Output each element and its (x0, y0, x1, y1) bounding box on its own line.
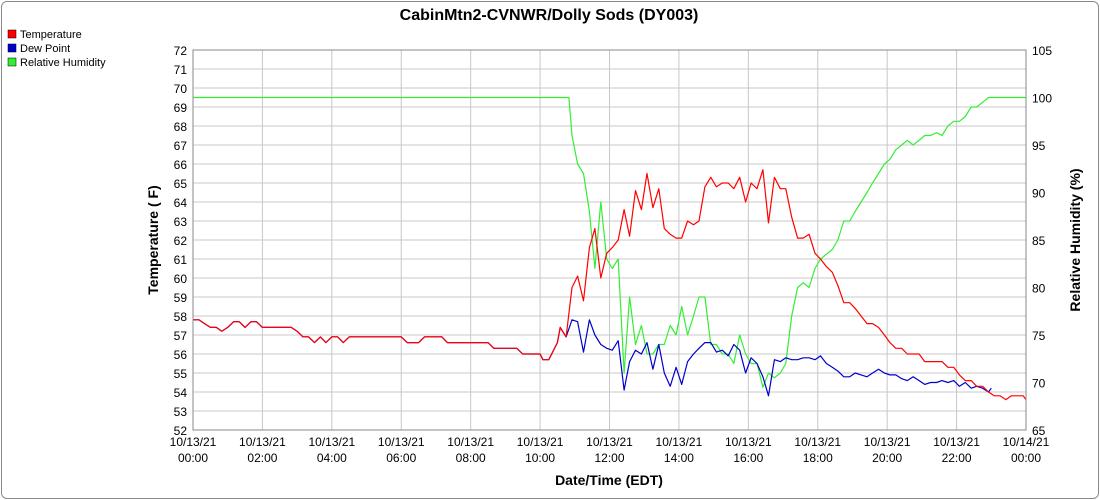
x-tick-time-6: 12:00 (594, 451, 624, 465)
y-tick-label-6: 58 (174, 310, 188, 324)
x-tick-time-4: 08:00 (456, 451, 486, 465)
y-tick-label-9: 61 (174, 253, 188, 267)
x-tick-time-3: 06:00 (386, 451, 416, 465)
x-tick-time-12: 00:00 (1011, 451, 1041, 465)
y-tick-label-15: 67 (174, 139, 188, 153)
legend: Temperature Dew Point Relative Humidity (7, 29, 106, 69)
x-tick-date-10: 10/13/21 (864, 435, 911, 449)
x-tick-date-6: 10/13/21 (586, 435, 633, 449)
x-tick-time-0: 00:00 (178, 451, 208, 465)
plot-area (192, 49, 1027, 431)
x-tick-time-5: 10:00 (525, 451, 555, 465)
series-line-dew-point (193, 319, 992, 397)
legend-swatch-dew-point (7, 43, 17, 53)
y2-tick-label-8: 105 (1032, 44, 1052, 58)
y-tick-label-4: 56 (174, 348, 188, 362)
x-tick-time-8: 16:00 (733, 451, 763, 465)
x-tick-time-11: 22:00 (942, 451, 972, 465)
y-tick-label-8: 60 (174, 272, 188, 286)
y-tick-label-12: 64 (174, 196, 188, 210)
x-tick-time-7: 14:00 (664, 451, 694, 465)
x-tick-date-9: 10/13/21 (794, 435, 841, 449)
y2-tick-label-3: 80 (1032, 282, 1046, 296)
y-tick-label-5: 57 (174, 329, 188, 343)
y-tick-label-13: 65 (174, 177, 188, 191)
x-axis-title: Date/Time (EDT) (555, 472, 663, 488)
y2-tick-label-1: 70 (1032, 377, 1046, 391)
y2-tick-label-4: 85 (1032, 234, 1046, 248)
x-tick-date-2: 10/13/21 (308, 435, 355, 449)
y-tick-label-14: 66 (174, 158, 188, 172)
y2-tick-label-6: 95 (1032, 139, 1046, 153)
y2-tick-label-7: 100 (1032, 92, 1052, 106)
y-axis-left-ticks: 52 53 54 55 56 57 58 59 60 61 62 63 64 65 66 67 68 69 70 71… (174, 44, 188, 438)
grid (192, 49, 1027, 431)
y2-tick-label-5: 90 (1032, 187, 1046, 201)
x-tick-date-4: 10/13/21 (447, 435, 494, 449)
legend-label-relative-humidity: Relative Humidity (20, 57, 106, 69)
x-tick-time-9: 18:00 (803, 451, 833, 465)
y-axis-right-ticks: 65 70 75 80 85 90 95 100 105 (1032, 44, 1052, 438)
x-tick-date-7: 10/13/21 (656, 435, 703, 449)
y-tick-label-11: 63 (174, 215, 188, 229)
legend-swatch-relative-humidity (7, 57, 17, 67)
x-tick-date-1: 10/13/21 (239, 435, 286, 449)
x-tick-time-1: 02:00 (247, 451, 277, 465)
y-tick-label-16: 68 (174, 120, 188, 134)
y-axis-left-title: Temperature ( F) (145, 185, 161, 294)
y-tick-label-10: 62 (174, 234, 188, 248)
chart-title: CabinMtn2-CVNWR/Dolly Sods (DY003) (400, 7, 699, 24)
x-tick-date-3: 10/13/21 (378, 435, 425, 449)
y-tick-label-18: 70 (174, 82, 188, 96)
y-tick-label-2: 54 (174, 386, 188, 400)
y-tick-label-20: 72 (174, 44, 188, 58)
series-lines (193, 96, 1027, 401)
x-tick-date-8: 10/13/21 (725, 435, 772, 449)
legend-swatch-temperature (7, 29, 17, 39)
legend-label-temperature: Temperature (20, 29, 82, 41)
y-axis-right-title: Relative Humidity (%) (1067, 168, 1083, 311)
x-tick-date-11: 10/13/21 (933, 435, 980, 449)
series-line-relative-humidity (193, 96, 1026, 388)
y2-tick-label-0: 65 (1032, 424, 1046, 438)
y-tick-label-17: 69 (174, 101, 188, 115)
y-tick-label-19: 71 (174, 63, 188, 77)
y-tick-label-3: 55 (174, 367, 188, 381)
x-tick-time-10: 20:00 (872, 451, 902, 465)
y2-tick-label-2: 75 (1032, 329, 1046, 343)
series-line-temperature (193, 169, 1027, 401)
y-tick-label-0: 52 (174, 424, 188, 438)
y-tick-label-1: 53 (174, 405, 188, 419)
x-tick-date-12: 10/14/21 (1003, 435, 1050, 449)
legend-label-dew-point: Dew Point (20, 43, 70, 55)
y-tick-label-7: 59 (174, 291, 188, 305)
x-tick-date-5: 10/13/21 (517, 435, 564, 449)
x-tick-time-2: 04:00 (317, 451, 347, 465)
x-axis-ticks: 10/13/21 00:00 10/13/21 02:00 10/13/21 04:00 1… (170, 435, 1050, 465)
x-tick-date-0: 10/13/21 (170, 435, 217, 449)
